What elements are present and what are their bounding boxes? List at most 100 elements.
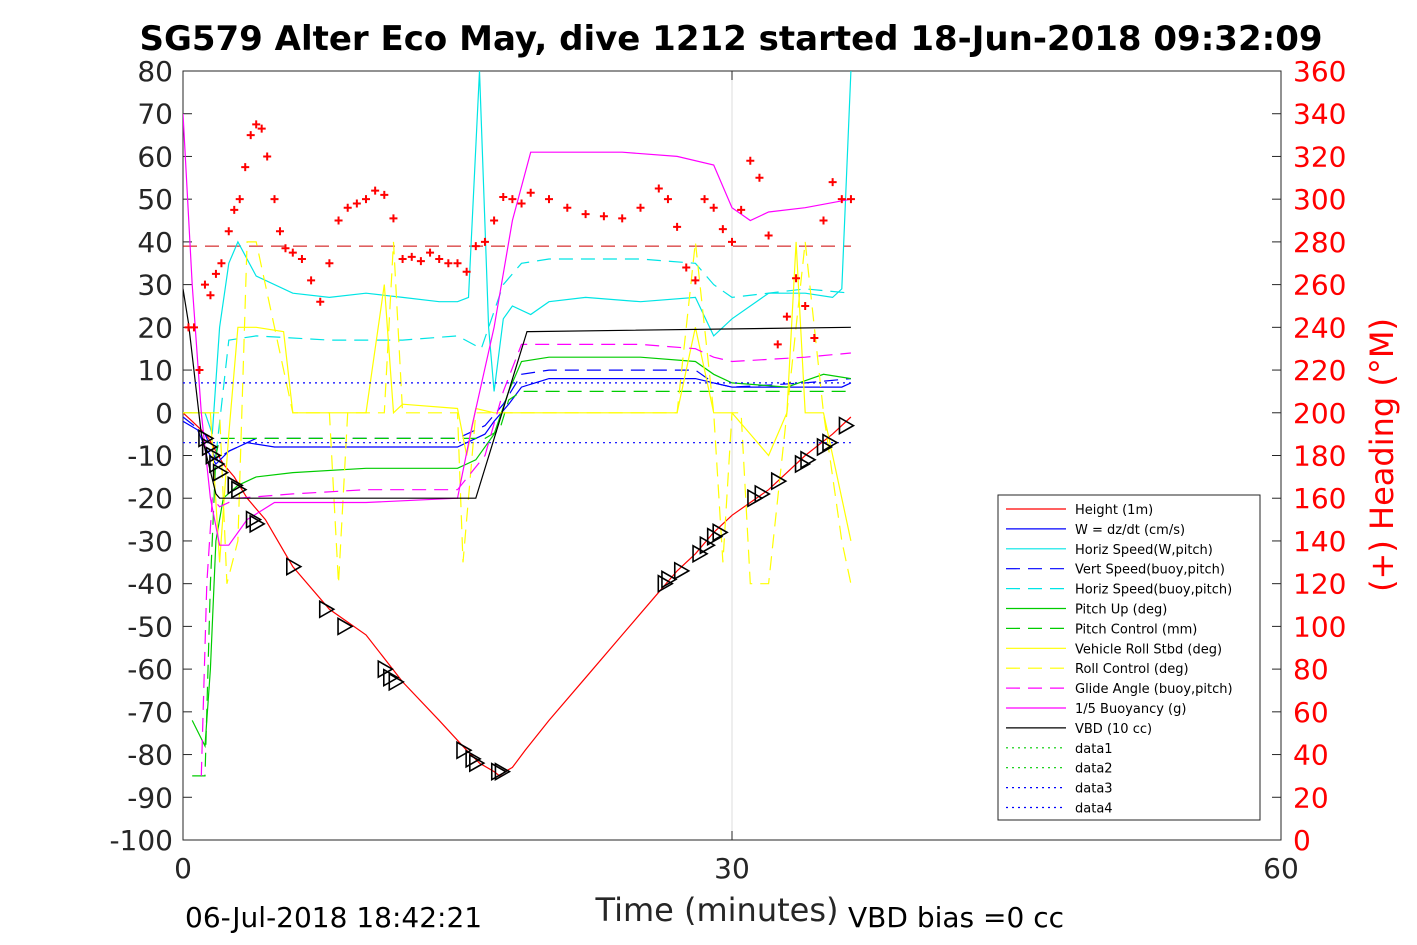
heading-point <box>801 301 810 310</box>
y-tick-label: -40 <box>127 568 173 601</box>
triangle-marker <box>205 446 222 465</box>
heading-point <box>654 184 663 193</box>
right-axis-label: (+) Heading (°M) <box>1363 318 1401 592</box>
heading-point <box>508 195 517 204</box>
heading-point <box>545 195 553 204</box>
heading-point <box>380 190 389 199</box>
heading-point <box>526 188 535 197</box>
y-tick-label: 60 <box>137 140 173 173</box>
triangle-marker <box>465 749 482 769</box>
series-line-4 <box>215 258 851 456</box>
heading-point <box>398 254 407 263</box>
heading-point <box>362 195 370 204</box>
y-right-tick-label: 240 <box>1293 311 1346 344</box>
y-tick-label: 80 <box>137 55 173 88</box>
heading-point <box>837 195 846 204</box>
legend-label: Roll Control (deg) <box>1075 662 1189 677</box>
triangle-marker <box>382 668 400 688</box>
y-right-tick-label: 300 <box>1293 183 1346 216</box>
heading-point <box>426 248 435 257</box>
heading-point <box>755 173 764 182</box>
legend-label: data2 <box>1075 762 1113 777</box>
legend-label: Pitch Up (deg) <box>1075 603 1167 618</box>
legend-label: VBD (10 cc) <box>1075 722 1152 737</box>
heading-point <box>737 205 746 214</box>
series-line-10 <box>183 113 852 546</box>
heading-point <box>773 340 782 349</box>
legend-label: data4 <box>1075 802 1113 817</box>
heading-point <box>189 323 198 332</box>
y-right-tick-label: 20 <box>1293 781 1329 814</box>
y-right-tick-label: 160 <box>1293 482 1346 515</box>
y-right-tick-label: 340 <box>1293 98 1346 131</box>
heading-point <box>691 276 700 285</box>
heading-point <box>281 244 290 253</box>
series-line-2 <box>183 71 852 435</box>
heading-point <box>810 334 819 343</box>
series-line-8 <box>183 241 852 585</box>
y-tick-label: -80 <box>127 739 173 772</box>
y-tick-label: -70 <box>127 696 173 729</box>
heading-point <box>453 259 462 268</box>
legend-label: Vert Speed(buoy,pitch) <box>1075 563 1225 578</box>
footer-vbd-bias: VBD bias =0 cc <box>848 901 1064 934</box>
heading-point <box>288 248 297 257</box>
triangle-marker <box>231 480 248 500</box>
triangle-marker <box>198 429 215 448</box>
triangle-marker <box>490 762 508 782</box>
heading-point <box>235 195 244 204</box>
heading-point <box>618 214 627 223</box>
heading-point <box>728 237 736 246</box>
y-tick-label: -100 <box>109 824 173 857</box>
heading-point <box>581 210 590 219</box>
series-line-5 <box>191 356 851 749</box>
y-right-tick-label: 0 <box>1293 824 1311 857</box>
y-right-tick-label: 220 <box>1293 354 1346 387</box>
triangle-marker <box>794 454 812 474</box>
y-tick-label: -60 <box>127 653 173 686</box>
y-tick-label: -10 <box>127 440 173 473</box>
heading-point <box>211 269 220 278</box>
x-axis-label: Time (minutes) <box>595 891 839 929</box>
heading-point <box>275 227 284 236</box>
triangle-marker <box>800 450 817 470</box>
heading-point <box>709 203 718 212</box>
heading-point <box>599 212 608 221</box>
heading-point <box>371 186 380 195</box>
heading-point <box>846 195 855 204</box>
heading-point <box>746 156 755 165</box>
y-right-tick-label: 320 <box>1293 140 1346 173</box>
y-tick-label: 30 <box>137 269 173 302</box>
triangle-marker <box>388 672 405 692</box>
triangle-marker <box>706 527 724 547</box>
legend-label: W = dz/dt (cm/s) <box>1075 523 1185 538</box>
heading-point <box>195 366 204 375</box>
legend-label: Height (1m) <box>1075 503 1153 518</box>
heading-point <box>819 216 828 225</box>
heading-point <box>316 297 325 306</box>
heading-point <box>230 205 239 214</box>
legend-label: 1/5 Buoyancy (g) <box>1075 702 1186 717</box>
legend-label: Pitch Control (mm) <box>1075 622 1197 637</box>
y-tick-label: -90 <box>127 781 173 814</box>
heading-point <box>700 195 709 204</box>
heading-point <box>444 259 453 268</box>
heading-point <box>407 252 416 261</box>
heading-point <box>334 216 343 225</box>
y-right-tick-label: 140 <box>1293 525 1346 558</box>
triangle-marker <box>657 574 674 594</box>
y-right-tick-label: 40 <box>1293 739 1329 772</box>
heading-point <box>270 195 279 204</box>
y-tick-label: 0 <box>155 397 173 430</box>
heading-point <box>246 131 255 140</box>
heading-point <box>792 274 801 283</box>
legend-label: Horiz Speed(W,pitch) <box>1075 543 1213 558</box>
series-line-11 <box>183 288 851 499</box>
x-tick-label: 0 <box>174 852 192 885</box>
heading-point <box>200 280 209 289</box>
heading-point <box>435 254 444 263</box>
heading-point <box>828 178 837 187</box>
chart-title: SG579 Alter Eco May, dive 1212 started 1… <box>139 19 1322 59</box>
heading-point <box>673 222 682 231</box>
